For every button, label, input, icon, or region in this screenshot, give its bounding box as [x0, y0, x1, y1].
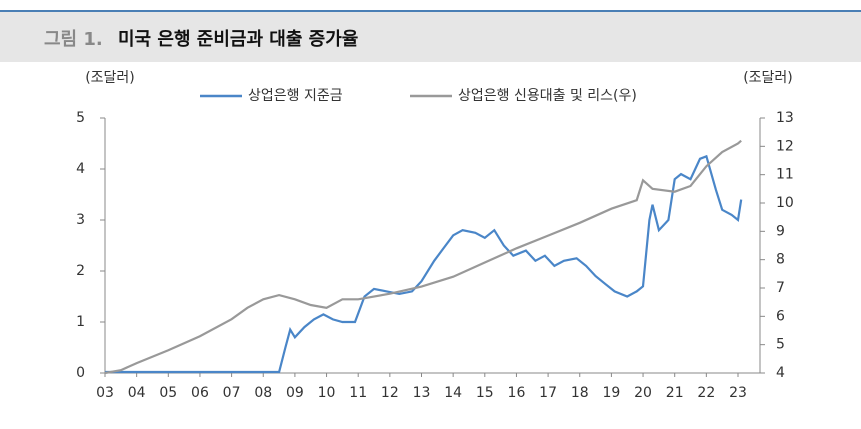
y-tick-label: 2: [76, 263, 85, 279]
x-tick-label: 04: [128, 385, 146, 401]
legend-label: 상업은행 지준금: [248, 88, 343, 104]
legend-label: 상업은행 신용대출 및 리스(우): [458, 88, 637, 104]
header-band: [0, 12, 861, 62]
y2-tick-label: 8: [776, 252, 785, 268]
x-tick-label: 21: [666, 385, 684, 401]
series-line: [104, 139, 742, 375]
x-tick-label: 22: [697, 385, 715, 401]
y2-tick-label: 4: [776, 365, 785, 381]
y-axis-label: (조달러): [85, 70, 135, 86]
y2-tick-label: 9: [776, 223, 785, 239]
series-line: [105, 154, 743, 374]
x-tick-label: 19: [602, 385, 620, 401]
x-tick-label: 05: [159, 385, 177, 401]
y2-axis-label: (조달러): [743, 70, 793, 86]
y2-tick-label: 13: [776, 110, 794, 126]
x-tick-label: 18: [571, 385, 589, 401]
x-tick-label: 14: [444, 385, 462, 401]
y-tick-label: 0: [76, 365, 85, 381]
x-tick-label: 08: [254, 385, 272, 401]
x-tick-label: 23: [729, 385, 747, 401]
figure-label: 그림 1.: [44, 29, 103, 50]
x-tick-label: 09: [286, 385, 304, 401]
y-tick-label: 3: [76, 212, 85, 228]
x-tick-label: 15: [476, 385, 494, 401]
y2-tick-label: 7: [776, 280, 785, 296]
y2-tick-label: 11: [776, 167, 794, 183]
x-tick-label: 06: [191, 385, 209, 401]
x-tick-label: 16: [508, 385, 526, 401]
x-tick-label: 10: [318, 385, 336, 401]
y2-tick-label: 6: [776, 308, 785, 324]
x-tick-label: 07: [223, 385, 241, 401]
x-tick-label: 11: [349, 385, 367, 401]
x-tick-label: 20: [634, 385, 652, 401]
x-tick-label: 12: [381, 385, 399, 401]
x-tick-label: 03: [96, 385, 114, 401]
y2-tick-label: 10: [776, 195, 794, 211]
x-tick-label: 13: [413, 385, 431, 401]
y-tick-label: 4: [76, 161, 85, 177]
y-tick-label: 1: [76, 314, 85, 330]
y2-tick-label: 12: [776, 138, 794, 154]
y2-tick-label: 5: [776, 337, 785, 353]
y-tick-label: 5: [76, 110, 85, 126]
chart-title: 미국 은행 준비금과 대출 증가율: [118, 29, 358, 50]
x-tick-label: 17: [539, 385, 557, 401]
